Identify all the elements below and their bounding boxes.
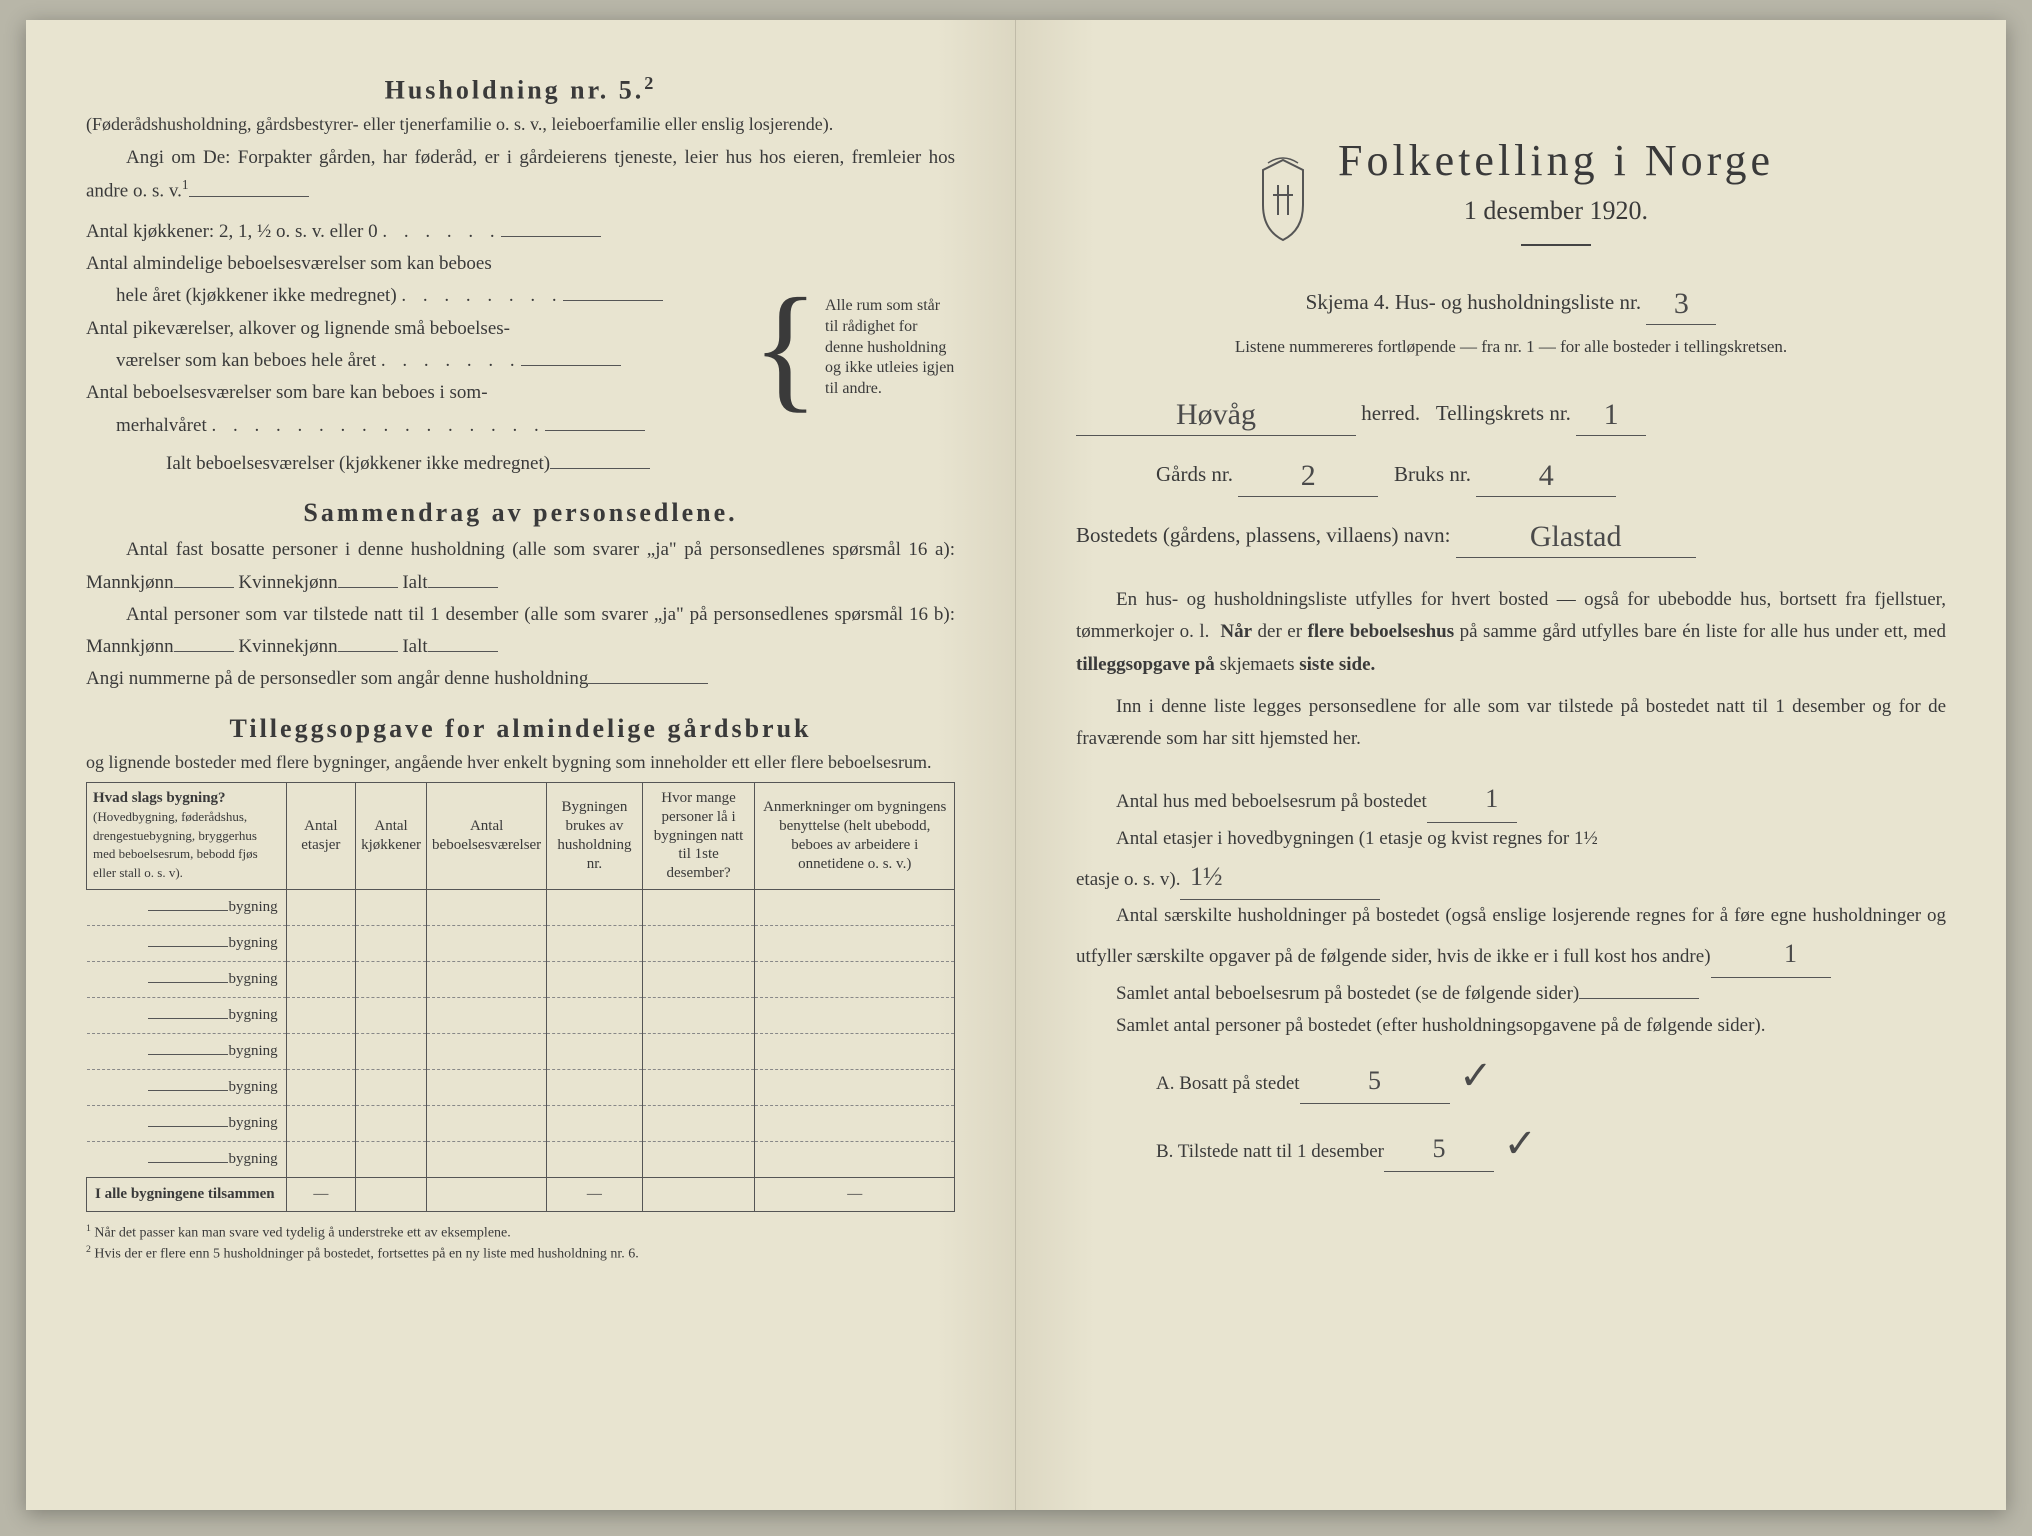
- brace-text: Alle rum som står til rådighet for denne…: [825, 296, 955, 400]
- tillegg-heading: Tilleggsopgave for almindelige gårdsbruk: [86, 714, 955, 744]
- table-row: bygning: [87, 961, 955, 997]
- summary-line2: Antal personer som var tilstede natt til…: [86, 599, 955, 664]
- census-form-spread: Husholdning nr. 5.2 (Føderådshusholdning…: [26, 20, 2006, 1510]
- para1: En hus- og husholdningsliste utfylles fo…: [1076, 584, 1946, 681]
- rooms-l1: Antal kjøkkener: 2, 1, ½ o. s. v. eller …: [86, 216, 746, 248]
- q4: Samlet antal beboelsesrum på bostedet (s…: [1076, 978, 1946, 1010]
- col-etasjer: Antal etasjer: [286, 783, 355, 890]
- skjema-line: Skjema 4. Hus- og husholdningsliste nr. …: [1076, 276, 1946, 325]
- bosted-line: Bostedets (gårdens, plassens, villaens) …: [1076, 509, 1946, 558]
- list-note: Listene nummereres fortløpende — fra nr.…: [1076, 337, 1946, 357]
- col-brukes: Bygningen brukes av husholdning nr.: [547, 783, 642, 890]
- right-page: Folketelling i Norge 1 desember 1920. Sk…: [1016, 20, 2006, 1510]
- para2: Inn i denne liste legges personsedlene f…: [1076, 691, 1946, 756]
- household-instruction: Angi om De: Forpakter gården, har føderå…: [86, 142, 955, 208]
- table-row: bygning: [87, 925, 955, 961]
- table-row: bygning: [87, 1033, 955, 1069]
- table-row: bygning: [87, 1141, 955, 1177]
- table-row: bygning: [87, 1069, 955, 1105]
- col-personer: Hvor mange personer lå i bygningen natt …: [642, 783, 755, 890]
- qA: A. Bosatt på stedet5 ✓: [1076, 1042, 1946, 1110]
- summary-line1: Antal fast bosatte personer i denne hush…: [86, 534, 955, 599]
- rooms-l4: Antal beboelsesværelser som bare kan beb…: [86, 377, 746, 409]
- herred-line: Høvåg herred. Tellingskrets nr. 1: [1076, 387, 1946, 436]
- col-beboelse: Antal beboelsesværelser: [427, 783, 547, 890]
- summary-line3: Angi nummerne på de personsedler som ang…: [86, 663, 955, 695]
- table-row: bygning: [87, 889, 955, 925]
- buildings-table: Hvad slags bygning?(Hovedbygning, føderå…: [86, 782, 955, 1212]
- checkmark-icon: ✓: [1459, 1053, 1493, 1098]
- table-total-label: I alle bygningene tilsammen: [87, 1177, 287, 1211]
- gards-line: Gårds nr. 2 Bruks nr. 4: [1076, 448, 1946, 497]
- rooms-total: Ialt beboelsesværelser (kjøkkener ikke m…: [86, 448, 746, 480]
- footnotes: 1 Når det passer kan man svare ved tydel…: [86, 1222, 955, 1265]
- tillegg-sub: og lignende bosteder med flere bygninger…: [86, 750, 955, 774]
- census-title: Folketelling i Norge: [1338, 135, 1774, 186]
- q5: Samlet antal personer på bostedet (efter…: [1076, 1010, 1946, 1042]
- col-kjokken: Antal kjøkkener: [356, 783, 427, 890]
- table-row: bygning: [87, 1105, 955, 1141]
- household-subtitle: (Føderådshusholdning, gårdsbestyrer- ell…: [86, 112, 955, 136]
- rooms-block: Antal kjøkkener: 2, 1, ½ o. s. v. eller …: [86, 216, 955, 480]
- coat-of-arms-icon: [1248, 155, 1318, 245]
- summary-heading: Sammendrag av personsedlene.: [86, 498, 955, 528]
- q3: Antal særskilte husholdninger på bostede…: [1076, 900, 1946, 977]
- right-header: Folketelling i Norge 1 desember 1920.: [1076, 135, 1946, 264]
- rooms-l2: Antal almindelige beboelsesværelser som …: [86, 248, 746, 280]
- rooms-l3: Antal pikeværelser, alkover og lignende …: [86, 313, 746, 345]
- qB: B. Tilstede natt til 1 desember5 ✓: [1076, 1110, 1946, 1178]
- table-row: bygning: [87, 997, 955, 1033]
- q1: Antal hus med beboelsesrum på bostedet1: [1076, 777, 1946, 822]
- left-page: Husholdning nr. 5.2 (Føderådshusholdning…: [26, 20, 1016, 1510]
- household-heading: Husholdning nr. 5.2: [86, 73, 955, 106]
- col-anmerk: Anmerkninger om bygningens benyttelse (h…: [755, 783, 955, 890]
- census-date: 1 desember 1920.: [1338, 196, 1774, 226]
- q2: Antal etasjer i hovedbygningen (1 etasje…: [1076, 823, 1946, 855]
- checkmark-icon: ✓: [1504, 1121, 1538, 1166]
- brace-icon: {: [746, 285, 825, 411]
